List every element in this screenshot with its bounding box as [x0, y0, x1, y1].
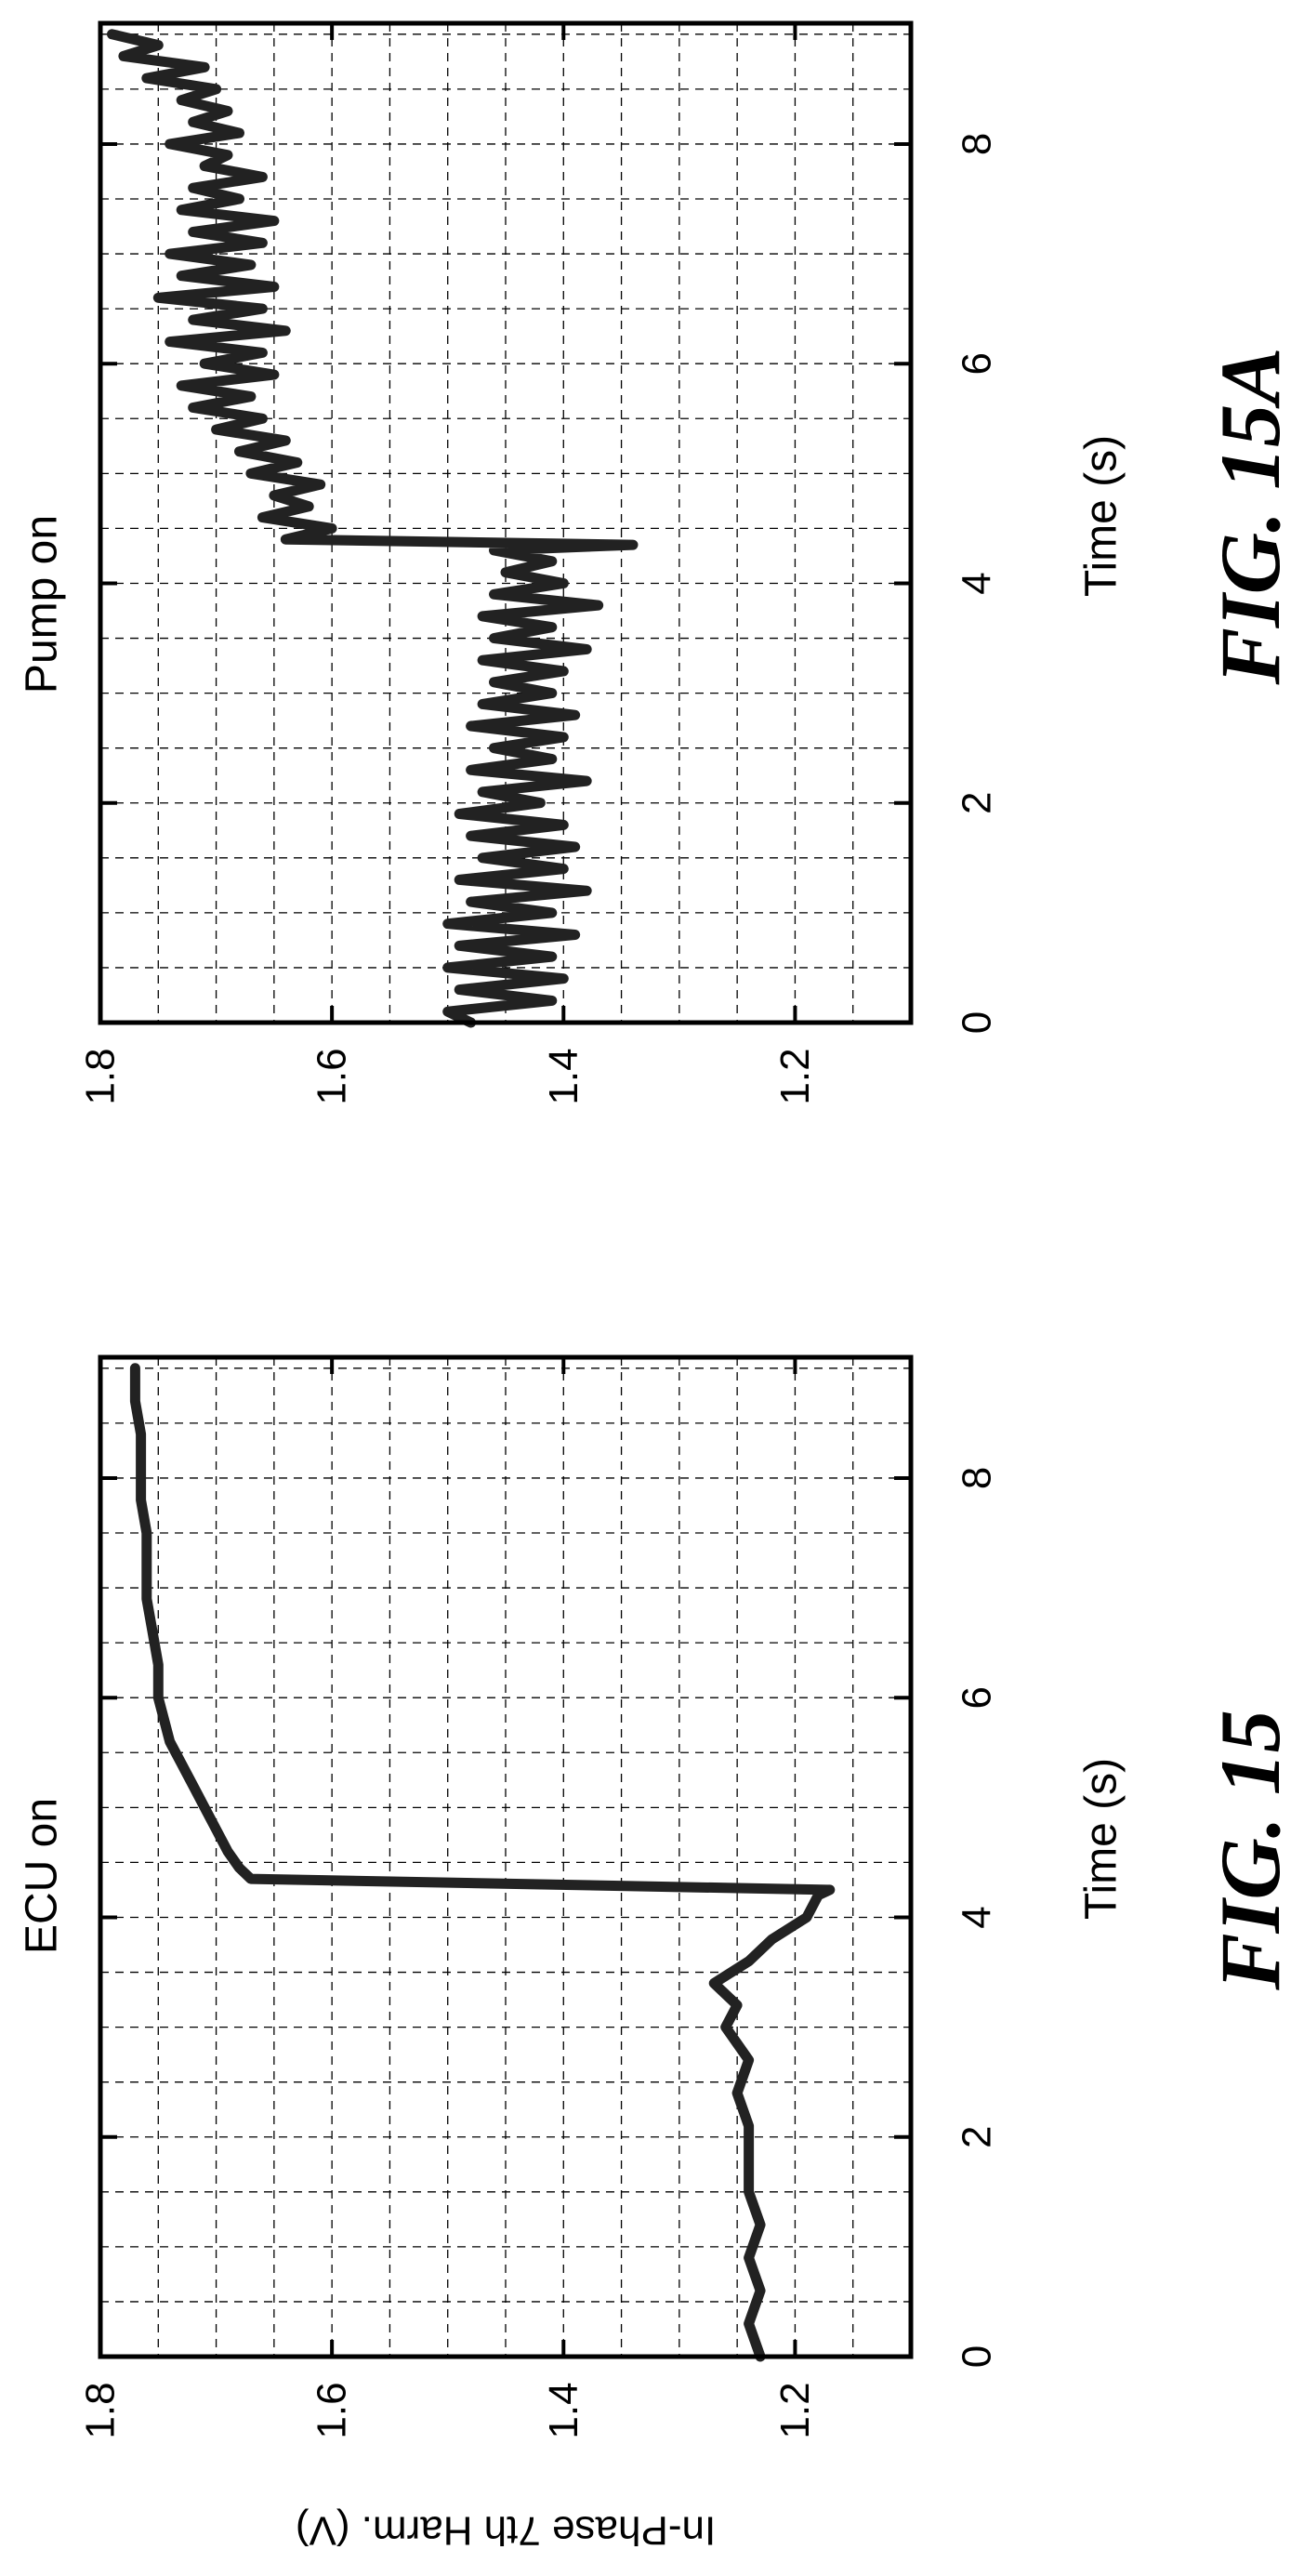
x-tick-label: 0: [955, 1011, 1000, 1034]
chart-panel-fig15: 0 2 4 6 8 1.8 1.6 1.4 1.2 ECU on Time (s) In-Phase …: [18, 1357, 1291, 2554]
y-tick-label: 1.4: [541, 1048, 586, 1104]
y-tick-label: 1.8: [78, 1048, 124, 1104]
y-tick-label: 1.2: [772, 1048, 818, 1104]
chart-title: ECU on: [18, 1798, 67, 1954]
y-tick-label: 1.2: [772, 2382, 818, 2438]
x-tick-label: 4: [955, 572, 1000, 594]
y-tick-label: 1.8: [78, 2382, 124, 2438]
figure-label: FIG. 15A: [1203, 348, 1291, 686]
chart-title: Pump on: [18, 515, 67, 694]
y-tick-label: 1.4: [541, 2382, 586, 2438]
x-axis-label: Time (s): [1077, 435, 1126, 597]
x-tick-label: 4: [955, 1906, 1000, 1928]
x-tick-label: 0: [955, 2345, 1000, 2368]
y-axis-label: In-Phase 7th Harm. (V): [296, 2508, 716, 2554]
x-tick-label: 6: [955, 1686, 1000, 1709]
x-axis-label: Time (s): [1077, 1758, 1126, 1920]
x-tick-label: 2: [955, 791, 1000, 813]
x-tick-label: 8: [955, 1467, 1000, 1489]
x-tick-label: 6: [955, 352, 1000, 375]
x-tick-label: 8: [955, 133, 1000, 155]
x-tick-label: 2: [955, 2125, 1000, 2147]
figure-label: FIG. 15: [1203, 1710, 1291, 1991]
y-tick-label: 1.6: [310, 2382, 355, 2438]
y-tick-label: 1.6: [310, 1048, 355, 1104]
chart-panel-fig15a: 0 2 4 6 8 1.8 1.6 1.4 1.2 Pump on Time (s) FIG. 15A: [18, 23, 1291, 1105]
